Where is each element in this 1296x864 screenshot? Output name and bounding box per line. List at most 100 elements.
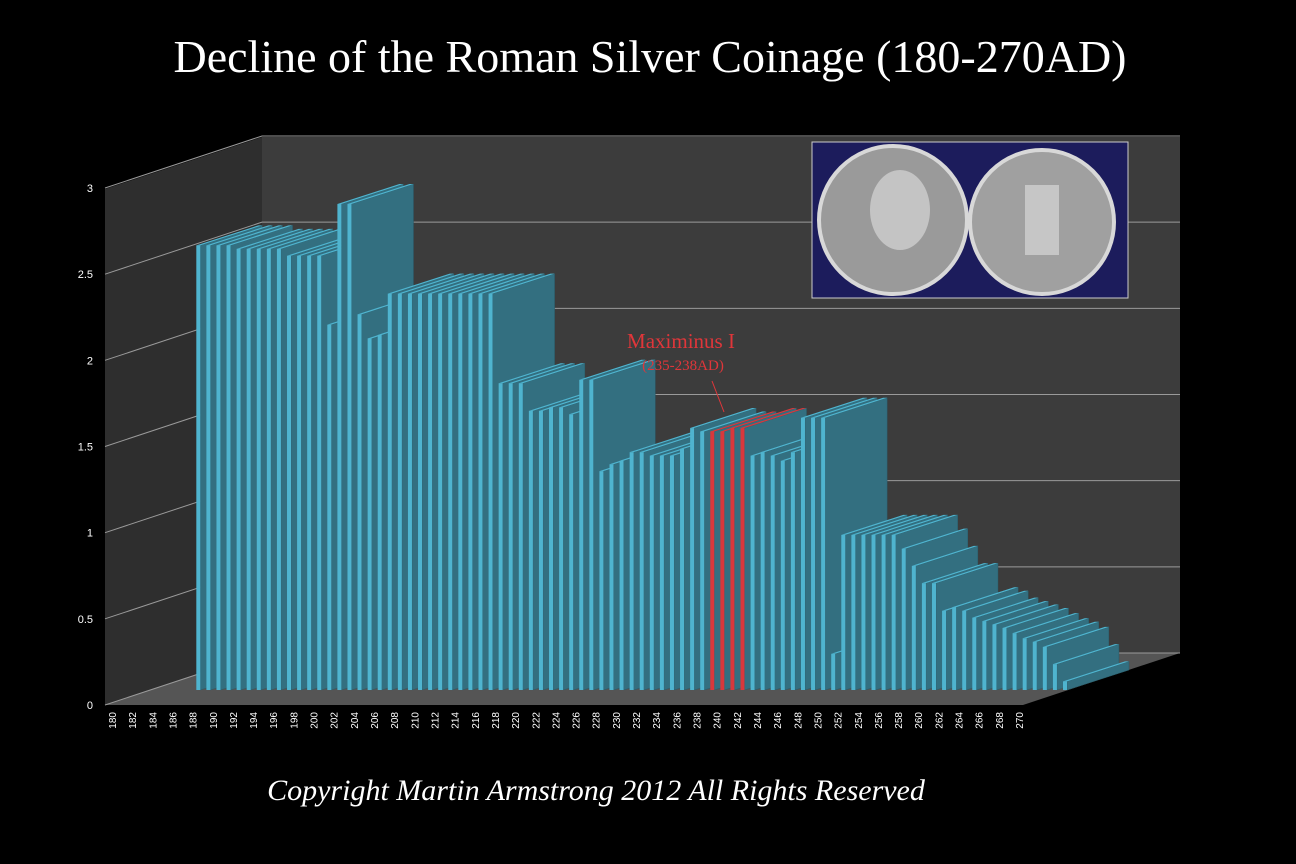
bar-front — [952, 607, 957, 690]
bar-front — [226, 245, 231, 690]
x-tick-label: 252 — [834, 712, 845, 729]
bar-front — [256, 248, 261, 690]
x-tick-label: 188 — [189, 712, 200, 729]
x-tick-label: 196 — [269, 712, 280, 729]
x-tick-label: 248 — [793, 712, 804, 729]
bar-front — [569, 414, 574, 690]
bar — [1063, 661, 1130, 691]
bar-top — [468, 273, 535, 294]
bar-front — [276, 248, 281, 690]
x-tick-label: 192 — [229, 712, 240, 729]
bar-top — [196, 225, 263, 246]
x-tick-label: 198 — [289, 712, 300, 729]
bar-front — [740, 428, 745, 690]
x-tick-label: 262 — [934, 712, 945, 729]
bar-front — [387, 293, 392, 690]
bar-front — [1042, 646, 1047, 690]
coin-inset — [811, 141, 1129, 299]
bar-front — [931, 583, 936, 690]
bar-top — [458, 273, 525, 294]
bar-front — [559, 407, 564, 690]
bar-front — [851, 534, 856, 690]
bar-front — [528, 410, 533, 690]
bar-front — [397, 293, 402, 690]
bar-top — [236, 228, 303, 249]
bar-top — [931, 563, 998, 584]
bar-top — [1002, 607, 1069, 628]
bar-top — [337, 184, 404, 205]
bar-front — [508, 383, 513, 690]
x-tick-label: 264 — [955, 712, 966, 729]
x-tick-label: 242 — [733, 712, 744, 729]
bar-top — [488, 273, 555, 294]
y-tick-label: 1 — [87, 528, 93, 540]
bar-front — [347, 204, 352, 690]
bar-top — [518, 363, 585, 384]
bar-top — [498, 363, 565, 384]
x-tick-label: 186 — [168, 712, 179, 729]
bar-top — [216, 225, 283, 246]
bar-front — [629, 452, 634, 690]
bar-front — [1063, 681, 1067, 690]
bar-top — [1052, 644, 1119, 665]
x-tick-label: 206 — [370, 712, 381, 729]
x-tick-label: 250 — [813, 712, 824, 729]
bar-top — [952, 587, 1019, 608]
bar-top — [800, 397, 867, 418]
footer: Copyright Martin Armstrong 2012 All Righ… — [267, 774, 926, 807]
bar-front — [992, 624, 997, 690]
x-tick-label: 228 — [592, 712, 603, 729]
bar-front — [982, 621, 987, 690]
bar-front — [236, 248, 241, 690]
labels: 0 0.5 1 1.5 2 2.5 3 180 182 184 186 188 190 192 194 196… — [78, 183, 1026, 729]
bar-front — [216, 245, 221, 690]
bar-front — [669, 455, 674, 690]
bar-front — [639, 452, 644, 690]
bar-top — [387, 273, 454, 294]
x-tick-label: 226 — [572, 712, 583, 729]
y-tick-label: 2 — [87, 355, 93, 367]
x-tick-label: 218 — [491, 712, 502, 729]
y-tick-label: 0.5 — [78, 614, 93, 626]
bar-front — [579, 379, 584, 690]
x-tick-label: 254 — [854, 712, 865, 729]
x-tick-label: 270 — [1015, 712, 1026, 729]
bar-top — [589, 359, 656, 380]
bar-front — [488, 293, 493, 690]
annotation-line — [711, 380, 725, 413]
bar-front — [206, 245, 211, 690]
bar-front — [710, 431, 715, 690]
x-tick-label: 200 — [310, 712, 321, 729]
x-tick-label: 258 — [894, 712, 905, 729]
bar-front — [841, 534, 846, 690]
x-tick-label: 260 — [914, 712, 925, 729]
x-tick-label: 212 — [430, 712, 441, 729]
bar-top — [438, 273, 505, 294]
bar-front — [1052, 664, 1057, 690]
x-tick-label: 210 — [410, 712, 421, 729]
bar-top — [891, 514, 958, 535]
bar-top — [871, 514, 938, 535]
bar-front — [871, 534, 876, 690]
bar-top — [851, 514, 918, 535]
bar-front — [881, 534, 886, 690]
bar-front — [911, 565, 916, 690]
bar-front — [297, 255, 302, 690]
annotation: Maximinus I — [627, 329, 735, 353]
x-tick-label: 184 — [148, 712, 159, 729]
x-tick-label: 266 — [975, 712, 986, 729]
bar-top — [700, 411, 767, 432]
bar-front — [438, 293, 443, 690]
bar-top — [206, 225, 273, 246]
bar-front — [246, 248, 251, 690]
bar-top — [972, 597, 1039, 618]
x-tick-label: 268 — [995, 712, 1006, 729]
bar-front — [680, 448, 685, 690]
bar-front — [327, 324, 332, 690]
annotation-subtext: (235-238AD) — [642, 358, 724, 374]
bar-front — [498, 383, 503, 690]
bar-top — [528, 390, 595, 411]
x-tick-label: 208 — [390, 712, 401, 729]
bar-top — [256, 228, 323, 249]
bar-top — [579, 359, 646, 380]
